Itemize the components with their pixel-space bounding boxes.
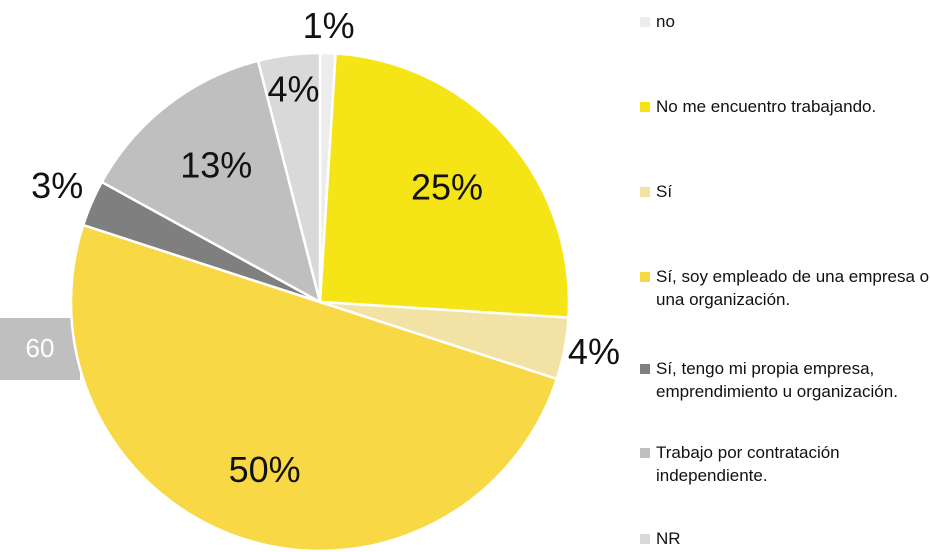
pie-slice — [69, 223, 559, 552]
pie-slice — [256, 51, 322, 303]
legend-item: Trabajo por contratación independiente. — [640, 441, 930, 487]
legend-swatch — [640, 448, 650, 458]
side-label: 60 — [26, 333, 55, 363]
legend-label: Sí, soy empleado de una empresa o una or… — [656, 267, 930, 309]
legend-item: no — [640, 10, 930, 33]
legend-item: Sí, soy empleado de una empresa o una or… — [640, 265, 930, 311]
side-box — [0, 318, 80, 380]
data-label: 50% — [229, 449, 301, 490]
pie-slice — [100, 59, 322, 305]
legend-swatch — [640, 102, 650, 112]
legend-item: NR — [640, 527, 930, 550]
data-label: 1% — [303, 5, 355, 46]
data-label: 3% — [31, 165, 83, 206]
legend-label: No me encuentro trabajando. — [656, 97, 877, 116]
legend-swatch — [640, 534, 650, 544]
legend-label: Sí — [656, 182, 673, 201]
pie-slice — [318, 52, 571, 319]
data-label: 25% — [411, 167, 483, 208]
legend-label: Trabajo por contratación independiente. — [656, 443, 840, 485]
data-label: 4% — [267, 69, 319, 110]
legend-item: No me encuentro trabajando. — [640, 95, 930, 118]
data-label: 13% — [180, 145, 252, 186]
legend-item: Sí — [640, 180, 930, 203]
legend-label: Sí, tengo mi propia empresa, emprendimie… — [656, 359, 898, 401]
legend-swatch — [640, 364, 650, 374]
legend-swatch — [640, 17, 650, 27]
legend-item: Sí, tengo mi propia empresa, emprendimie… — [640, 357, 930, 403]
legend-swatch — [640, 187, 650, 197]
legend-swatch — [640, 272, 650, 282]
legend-label: no — [656, 12, 675, 31]
data-label: 4% — [568, 331, 620, 372]
legend-label: NR — [656, 529, 681, 548]
